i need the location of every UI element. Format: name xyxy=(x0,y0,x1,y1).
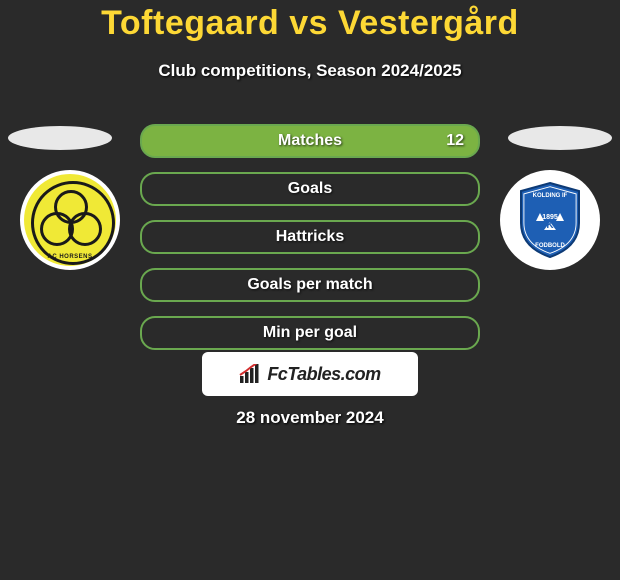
stat-row-min-per-goal: Min per goal xyxy=(140,316,480,350)
stat-label: Min per goal xyxy=(263,324,357,342)
horsens-rings-icon xyxy=(40,190,100,250)
club-badge-left[interactable]: AC HORSENS xyxy=(20,170,120,270)
date-text: 28 november 2024 xyxy=(0,408,620,428)
stats-list: Matches 12 Goals Hattricks Goals per mat… xyxy=(140,124,480,364)
subtitle: Club competitions, Season 2024/2025 xyxy=(0,61,620,81)
chart-icon xyxy=(239,364,261,384)
stat-row-goals: Goals xyxy=(140,172,480,206)
stat-label: Matches xyxy=(278,132,342,150)
comparison-card: Toftegaard vs Vestergård Club competitio… xyxy=(0,0,620,580)
brand-logo[interactable]: FcTables.com xyxy=(202,352,418,396)
stat-value-right: 12 xyxy=(446,132,464,150)
brand-name: FcTables.com xyxy=(267,364,380,385)
stat-label: Hattricks xyxy=(276,228,344,246)
club-badge-right[interactable]: KOLDING IF 1895 FODBOLD K xyxy=(500,170,600,270)
stat-row-matches: Matches 12 xyxy=(140,124,480,158)
stat-label: Goals per match xyxy=(247,276,372,294)
kolding-shield-icon: KOLDING IF 1895 FODBOLD K xyxy=(517,181,583,259)
stat-label: Goals xyxy=(288,180,332,198)
svg-text:FODBOLD: FODBOLD xyxy=(535,243,565,249)
player-photo-left-placeholder xyxy=(8,126,112,150)
club-left-label: AC HORSENS xyxy=(24,254,116,260)
page-title: Toftegaard vs Vestergård xyxy=(0,0,620,43)
svg-text:KOLDING IF: KOLDING IF xyxy=(533,193,568,199)
stat-row-hattricks: Hattricks xyxy=(140,220,480,254)
stat-row-goals-per-match: Goals per match xyxy=(140,268,480,302)
player-photo-right-placeholder xyxy=(508,126,612,150)
svg-text:K: K xyxy=(546,220,554,231)
